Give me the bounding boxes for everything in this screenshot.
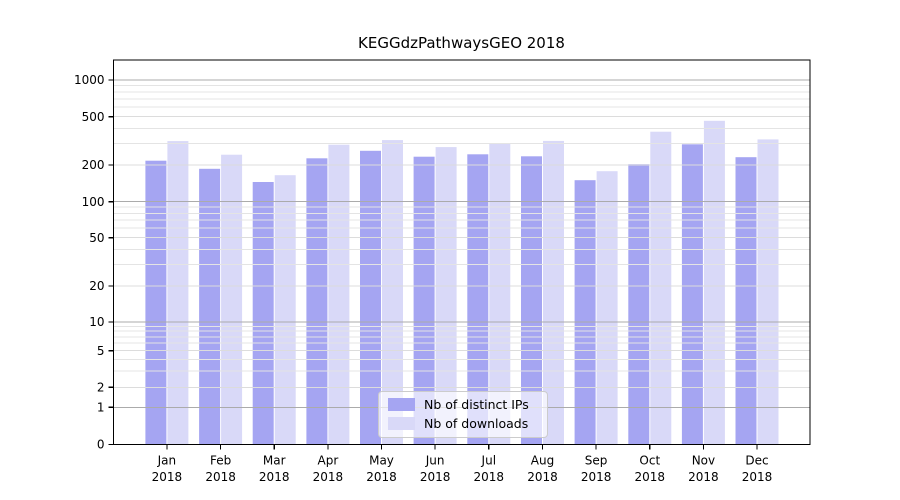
x-tick-label-month: Feb (210, 454, 231, 468)
bar-downloads-may (382, 140, 403, 445)
y-tick-label: 1 (97, 401, 105, 415)
y-tick-label: 2 (97, 381, 105, 395)
x-tick-label-year: 2018 (635, 470, 666, 484)
legend-label-distinct-ips: Nb of distinct IPs (424, 397, 529, 412)
legend-item-downloads: Nb of downloads (388, 416, 538, 431)
x-tick-label-month: Jan (157, 454, 177, 468)
y-tick-label: 100 (82, 195, 105, 209)
x-tick-label-month: Nov (692, 454, 715, 468)
x-tick-label-month: Mar (263, 454, 286, 468)
bar-distinct-ips-sep (574, 180, 596, 445)
legend-swatch-distinct-ips (388, 398, 415, 411)
x-tick-label-year: 2018 (742, 470, 773, 484)
bar-downloads-jul (489, 143, 511, 445)
bar-downloads-jun (435, 147, 457, 445)
legend-swatch-downloads (388, 417, 415, 430)
bar-distinct-ips-apr (306, 158, 328, 445)
x-tick-label-month: Dec (745, 454, 768, 468)
x-tick-label-year: 2018 (366, 470, 397, 484)
x-tick-label-month: Sep (585, 454, 608, 468)
bar-downloads-feb (221, 154, 243, 445)
y-tick-label: 0 (97, 438, 105, 452)
x-tick-label-year: 2018 (152, 470, 183, 484)
y-tick-label: 1000 (74, 73, 105, 87)
bar-distinct-ips-mar (252, 182, 274, 445)
bar-downloads-jan (167, 141, 189, 445)
x-tick-label-year: 2018 (474, 470, 505, 484)
y-tick-label: 200 (82, 158, 105, 172)
bar-downloads-dec (757, 139, 779, 445)
bar-distinct-ips-nov (681, 144, 703, 445)
x-tick-label-year: 2018 (259, 470, 290, 484)
x-tick-label-year: 2018 (527, 470, 558, 484)
bar-distinct-ips-jan (145, 160, 167, 445)
bar-distinct-ips-feb (199, 168, 221, 445)
x-tick-label-year: 2018 (581, 470, 612, 484)
y-tick-label: 10 (89, 315, 104, 329)
bar-downloads-apr (328, 144, 350, 445)
x-tick-label-month: Oct (639, 454, 660, 468)
y-tick-label: 5 (97, 344, 105, 358)
bar-downloads-nov (703, 120, 725, 445)
y-tick-label: 500 (82, 110, 105, 124)
legend-label-downloads: Nb of downloads (424, 416, 529, 431)
x-tick-label-year: 2018 (688, 470, 719, 484)
x-tick-label-month: Jul (481, 454, 496, 468)
x-tick-label-year: 2018 (420, 470, 451, 484)
plot-frame (112, 59, 811, 446)
x-tick-label-month: Apr (318, 454, 339, 468)
x-tick-label-month: May (369, 454, 394, 468)
y-tick-label: 50 (89, 231, 104, 245)
bar-downloads-sep (596, 171, 618, 445)
bar-downloads-oct (650, 131, 672, 445)
x-tick-label-year: 2018 (313, 470, 344, 484)
legend: Nb of distinct IPs Nb of downloads (378, 391, 548, 438)
bar-downloads-aug (543, 140, 564, 445)
bar-distinct-ips-oct (628, 164, 650, 445)
bar-distinct-ips-jul (467, 154, 489, 445)
chart-title: KEGGdzPathwaysGEO 2018 (358, 34, 565, 52)
x-tick-label-month: Jun (425, 454, 445, 468)
bar-distinct-ips-dec (735, 157, 757, 445)
legend-item-distinct-ips: Nb of distinct IPs (388, 397, 538, 412)
x-tick-label-year: 2018 (205, 470, 236, 484)
y-tick-label: 20 (89, 279, 104, 293)
x-tick-label-month: Aug (531, 454, 554, 468)
bar-downloads-mar (274, 175, 296, 445)
